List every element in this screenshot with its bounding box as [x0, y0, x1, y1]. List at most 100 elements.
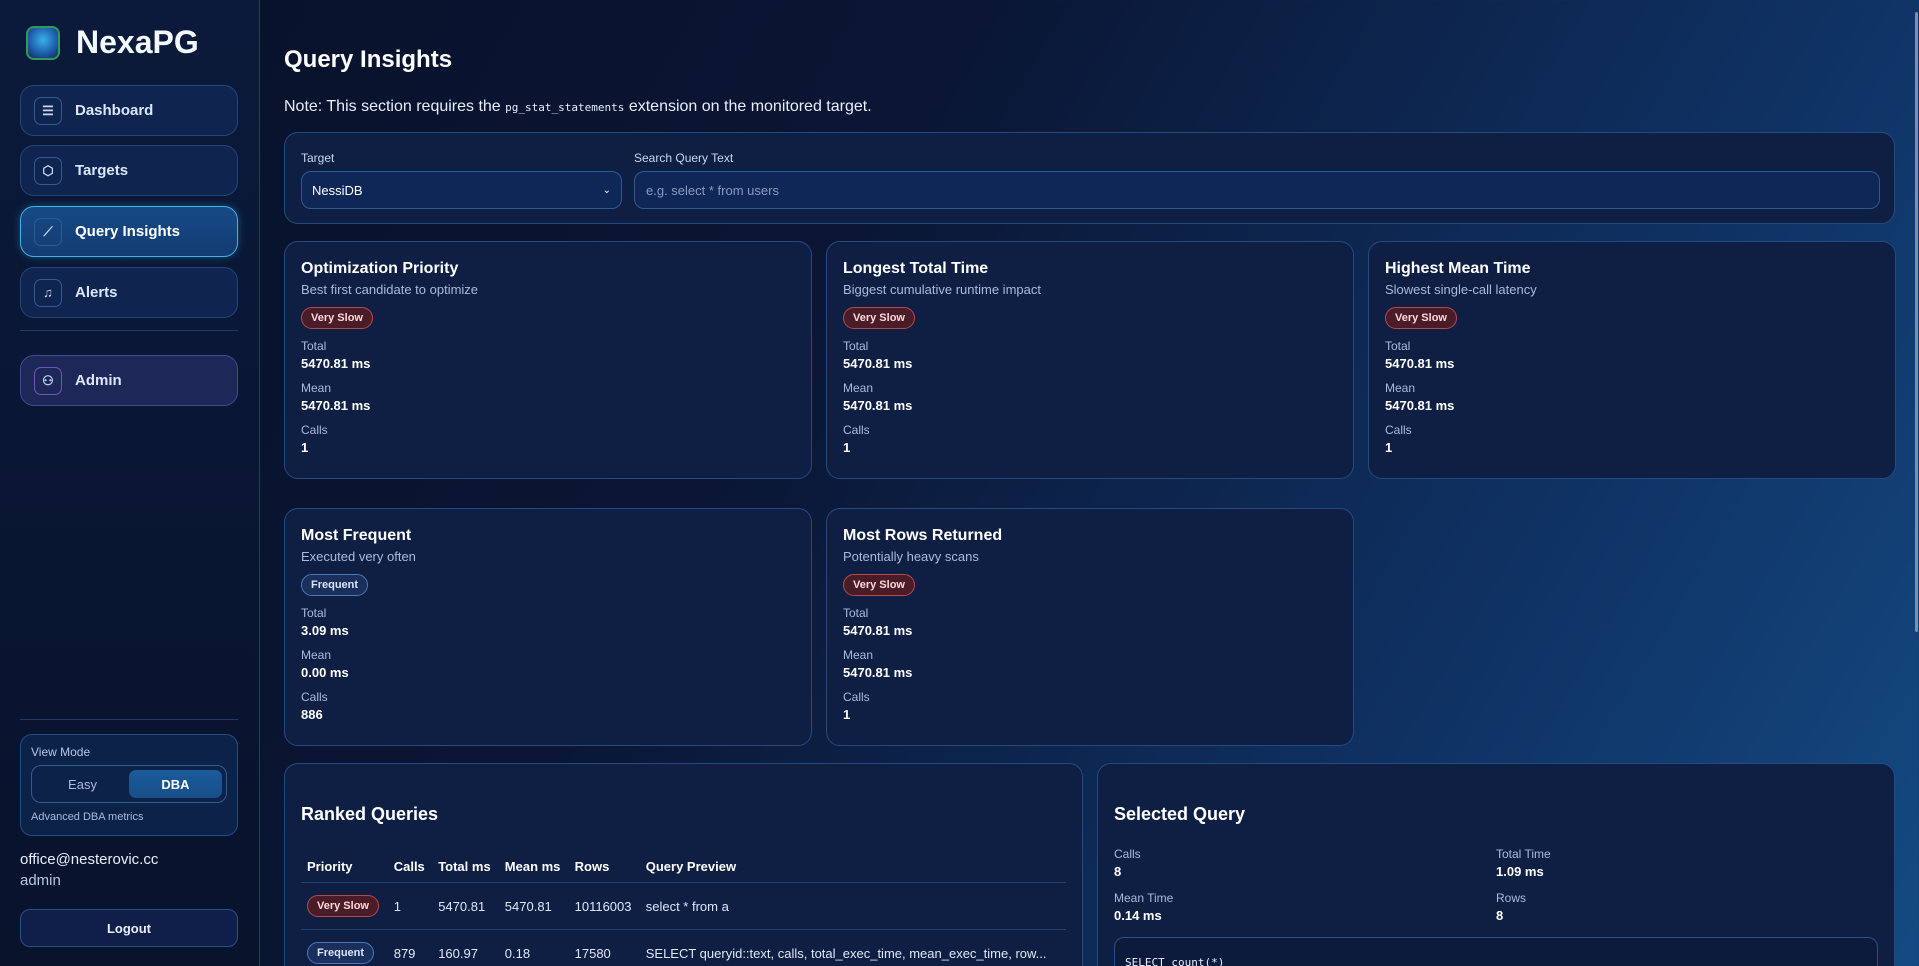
sidebar-item-targets[interactable]: ⬡ Targets: [20, 145, 238, 196]
mean-label: Mean: [301, 648, 332, 662]
calls-label: Calls: [301, 690, 328, 704]
ranked-queries-panel: Ranked Queries Priority Calls Total ms Mean…: [284, 763, 1083, 966]
nexapg-logo-icon: [26, 25, 60, 60]
column-header[interactable]: Priority: [301, 851, 388, 883]
target-value: NessiDB: [312, 182, 363, 198]
mean-cell: 0.18: [498, 929, 569, 966]
insight-card: Longest Total Time Biggest cumulative ru…: [826, 241, 1354, 479]
insight-card: Most Frequent Executed very often Freque…: [284, 508, 812, 746]
table-row[interactable]: Very Slow 1 5470.81 5470.81 10116003 sel…: [301, 882, 1066, 930]
calls-cell: 1: [387, 882, 433, 930]
query-text: SELECT count(*): [1114, 937, 1878, 966]
column-header[interactable]: Mean ms: [498, 851, 569, 883]
calls-label: Calls: [301, 423, 328, 437]
calls-label: Calls: [843, 423, 870, 437]
calls-value: 1: [1385, 440, 1393, 455]
calls-value: 1: [843, 440, 851, 455]
view-mode-easy[interactable]: Easy: [68, 776, 97, 792]
total-cell: 160.97: [432, 929, 499, 966]
table-row[interactable]: Frequent 879 160.97 0.18 17580 SELECT qu…: [301, 929, 1066, 966]
app-name: NexaPG: [76, 24, 199, 60]
card-subtitle: Best first candidate to optimize: [301, 282, 479, 297]
note-prefix: Note: This section requires the: [284, 98, 501, 115]
calls-value: 1: [301, 440, 309, 455]
status-badge: Very Slow: [843, 574, 915, 596]
sidebar-item-label: Dashboard: [75, 102, 154, 119]
sidebar: NexaPG ☰ Dashboard ⬡ Targets ⟋ Query Insigh…: [0, 0, 260, 966]
rows-label: Rows: [1496, 891, 1527, 905]
card-subtitle: Slowest single-call latency: [1385, 282, 1537, 297]
total-label: Total: [843, 339, 869, 353]
query-preview-cell: SELECT queryid::text, calls, total_exec_…: [639, 929, 1066, 966]
column-header[interactable]: Query Preview: [639, 851, 1066, 883]
view-mode-toggle: Easy DBA: [31, 765, 227, 803]
sidebar-item-query-insights[interactable]: ⟋ Query Insights: [20, 206, 238, 257]
priority-cell: Frequent: [301, 929, 388, 966]
sidebar-item-admin[interactable]: ⚇ Admin: [20, 355, 238, 406]
search-label: Search Query Text: [634, 151, 734, 165]
status-badge: Very Slow: [1385, 307, 1457, 329]
rows-value: 8: [1496, 908, 1504, 923]
calls-value: 886: [301, 707, 323, 722]
total-value: 5470.81 ms: [843, 356, 913, 371]
mean-value: 5470.81 ms: [843, 665, 913, 680]
total-label: Total: [301, 339, 327, 353]
chevron-down-icon: ⌄: [602, 184, 611, 196]
mean-label: Mean: [301, 381, 332, 395]
page-title: Query Insights: [284, 46, 453, 73]
total-value: 5470.81 ms: [843, 623, 913, 638]
filter-panel: Target NessiDB ⌄ Search Query Text: [284, 132, 1895, 224]
divider: [20, 330, 238, 331]
priority-cell: Very Slow: [301, 882, 388, 930]
logout-button[interactable]: Logout: [20, 909, 238, 947]
status-badge: Frequent: [307, 942, 375, 964]
query-preview-cell: select * from a: [639, 882, 1066, 930]
target-select[interactable]: NessiDB ⌄: [301, 171, 622, 209]
card-title: Highest Mean Time: [1385, 260, 1531, 277]
scrollbar[interactable]: [1915, 12, 1918, 632]
view-mode-description: Advanced DBA metrics: [31, 811, 144, 823]
column-header[interactable]: Rows: [568, 851, 640, 883]
total-value: 5470.81 ms: [301, 356, 371, 371]
column-header[interactable]: Total ms: [432, 851, 499, 883]
logo: NexaPG: [26, 24, 199, 61]
note-suffix: extension on the monitored target.: [628, 98, 872, 115]
ranked-queries-table: Priority Calls Total ms Mean ms Rows Query Pr…: [301, 851, 1066, 966]
ranked-queries-title: Ranked Queries: [301, 804, 439, 824]
sidebar-item-dashboard[interactable]: ☰ Dashboard: [20, 85, 238, 136]
mean-value: 5470.81 ms: [301, 398, 371, 413]
calls-value: 1: [843, 707, 851, 722]
total-label: Total: [843, 606, 869, 620]
insight-card: Most Rows Returned Potentially heavy sca…: [826, 508, 1354, 746]
mean-time-value: 0.14 ms: [1114, 908, 1162, 923]
mean-cell: 5470.81: [498, 882, 569, 930]
card-title: Optimization Priority: [301, 260, 459, 277]
mean-time-label: Mean Time: [1114, 891, 1174, 905]
total-time-value: 1.09 ms: [1496, 864, 1544, 879]
status-badge: Frequent: [301, 574, 369, 596]
mean-value: 5470.81 ms: [1385, 398, 1455, 413]
card-title: Most Frequent: [301, 527, 412, 544]
divider: [20, 719, 238, 720]
status-badge: Very Slow: [301, 307, 373, 329]
view-mode-dba[interactable]: DBA: [129, 770, 222, 798]
total-value: 5470.81 ms: [1385, 356, 1455, 371]
card-subtitle: Executed very often: [301, 549, 416, 564]
status-badge: Very Slow: [843, 307, 915, 329]
total-time-label: Total Time: [1496, 847, 1551, 861]
rows-cell: 17580: [568, 929, 640, 966]
bell-icon: ♫: [34, 278, 62, 307]
column-header[interactable]: Calls: [387, 851, 433, 883]
page-note: Note: This section requires the pg_stat_…: [284, 98, 872, 116]
search-query-input[interactable]: [634, 171, 1880, 209]
sidebar-item-alerts[interactable]: ♫ Alerts: [20, 267, 238, 318]
user-role: admin: [20, 872, 61, 889]
note-code: pg_stat_statements: [505, 101, 625, 114]
card-subtitle: Potentially heavy scans: [843, 549, 979, 564]
calls-cell: 879: [387, 929, 433, 966]
mean-label: Mean: [1385, 381, 1416, 395]
rows-cell: 10116003: [568, 882, 640, 930]
selected-query-title: Selected Query: [1114, 804, 1246, 824]
view-mode-label: View Mode: [31, 745, 91, 759]
sidebar-item-label: Query Insights: [75, 223, 181, 240]
